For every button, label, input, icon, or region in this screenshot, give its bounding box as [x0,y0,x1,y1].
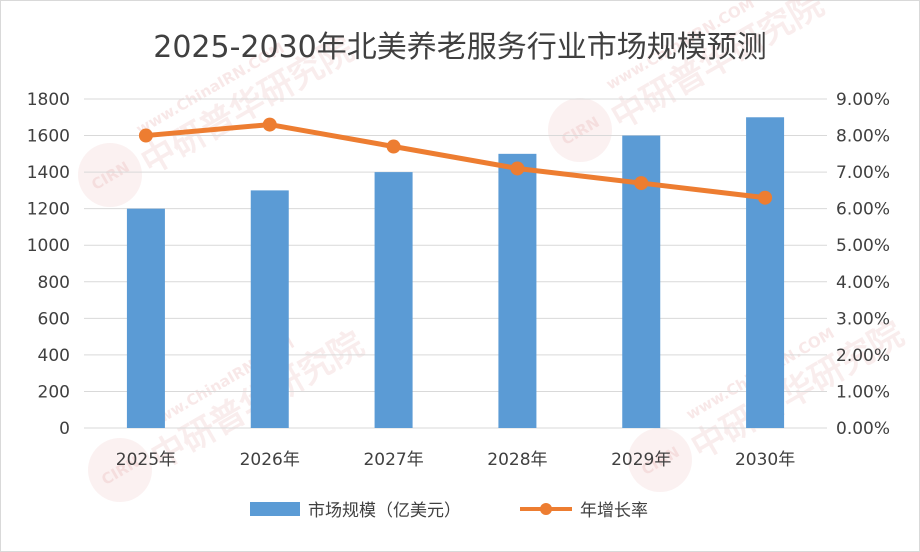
right-tick-label: 4.00% [836,273,890,293]
right-tick-label: 7.00% [836,163,890,183]
line-point [510,161,525,176]
watermark-logo [628,428,692,492]
growth-line [143,122,768,201]
left-tick-label: 0 [59,419,70,439]
legend: 市场规模（亿美元） 年增长率 [250,501,648,521]
right-axis-ticks: 0.00% 1.00% 2.00% 3.00% 4.00% 5.00% 6.00% 7.00%… [836,90,890,439]
line-point [138,128,153,143]
left-tick-label: 1000 [27,236,70,256]
watermark-logo [548,98,612,162]
right-tick-label: 1.00% [836,382,890,402]
line-point [386,139,401,154]
left-tick-label: 1800 [27,90,70,110]
gridlines [84,98,827,429]
x-tick-label: 2025年 [116,450,176,470]
bar [126,208,165,428]
legend-line-marker [540,503,552,515]
left-tick-label: 1400 [27,163,70,183]
legend-line-label: 年增长率 [580,501,648,521]
watermark-logo [88,438,152,502]
left-tick-label: 600 [38,309,70,329]
right-tick-label: 8.00% [836,127,890,147]
left-tick-label: 200 [38,382,70,402]
left-tick-label: 1200 [27,200,70,220]
right-tick-label: 0.00% [836,419,890,439]
right-tick-label: 6.00% [836,200,890,220]
x-tick-label: 2029年 [611,450,671,470]
left-tick-label: 1600 [27,127,70,147]
legend-bar-label: 市场规模（亿美元） [308,501,461,521]
bar [250,190,289,428]
left-axis-ticks: 0 200 400 600 800 1000 1200 1400 1600 1800 [27,90,70,439]
chart-title: 2025-2030年北美养老服务行业市场规模预测 [153,30,767,65]
bar [374,172,413,428]
watermark-logo [78,143,142,207]
x-tick-label: 2028年 [487,450,547,470]
line-point [262,117,277,132]
line-series [138,117,773,205]
right-tick-label: 3.00% [836,309,890,329]
line-point [758,190,773,205]
x-axis-ticks: 2025年 2026年 2027年 2028年 2029年 2030年 [116,450,795,470]
left-tick-label: 800 [38,273,70,293]
line-point [634,176,649,191]
right-tick-label: 9.00% [836,90,890,110]
x-tick-label: 2030年 [735,450,795,470]
bar [498,153,537,429]
right-tick-label: 5.00% [836,236,890,256]
left-tick-label: 400 [38,346,70,366]
bar [746,117,785,429]
legend-bar-swatch [250,502,300,516]
x-tick-label: 2026年 [240,450,300,470]
right-tick-label: 2.00% [836,346,890,366]
x-tick-label: 2027年 [363,450,423,470]
